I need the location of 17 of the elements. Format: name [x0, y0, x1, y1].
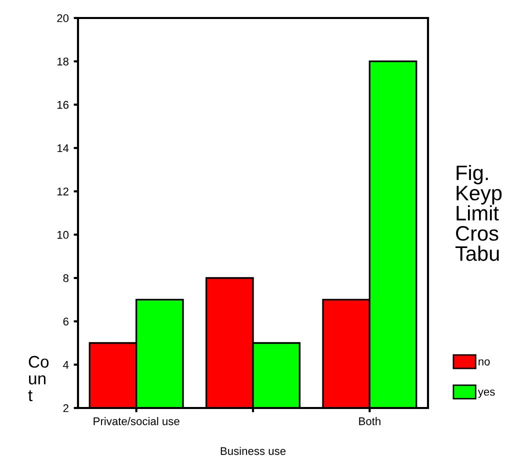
x-tick-label: Private/social use [94, 417, 180, 426]
y-tick-label: 2 [63, 404, 68, 412]
text: Fig. Keyp Limit Cros Tabu [455, 164, 502, 261]
y-tick-label: 12 [57, 188, 68, 196]
y-tick-label: 14 [57, 144, 69, 152]
x-tick-label: Both [359, 417, 380, 426]
y-tick-label: 8 [63, 274, 68, 282]
y-tick-label: 6 [63, 318, 68, 326]
y-tick-label: 10 [57, 230, 69, 239]
x-axis-title: Business use [220, 446, 286, 455]
legend-label: no [478, 359, 490, 366]
legend-label: yes [478, 390, 495, 398]
y-axis-title: Co un t [28, 356, 49, 402]
y-tick-label: 20 [57, 14, 69, 22]
y-tick-label: 16 [57, 100, 68, 109]
y-tick-label: 4 [63, 361, 69, 369]
y-tick-label: 18 [57, 58, 68, 66]
